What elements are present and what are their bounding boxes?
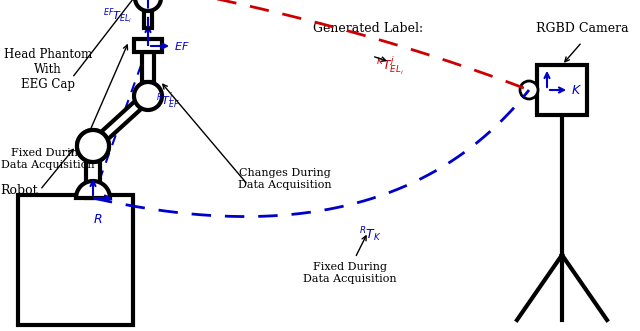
Text: $^{EF}T_{EL_i}$: $^{EF}T_{EL_i}$ [102,6,132,26]
Text: $^R T^j_{EF}$: $^R T^j_{EF}$ [156,91,180,112]
Text: Fixed During
Data Acquisition: Fixed During Data Acquisition [1,148,95,169]
Text: $R$: $R$ [93,213,103,226]
Text: $EF$: $EF$ [174,40,189,52]
Bar [86,148,100,198]
Text: Generated Label:: Generated Label: [313,22,423,35]
Circle shape [520,81,538,99]
Bar [144,10,152,28]
Text: Changes During
Data Acquisition: Changes During Data Acquisition [238,168,332,190]
Text: Head Phantom
With
EEG Cap: Head Phantom With EEG Cap [4,48,92,91]
Text: Robot: Robot [1,183,38,197]
Text: $K$: $K$ [571,83,582,97]
Circle shape [77,130,109,162]
Bar [134,39,162,52]
Text: RGBD Camera: RGBD Camera [536,22,628,35]
Circle shape [135,0,161,11]
Text: Fixed During
Data Acquisition: Fixed During Data Acquisition [303,262,397,284]
Text: $^R T_K$: $^R T_K$ [359,225,381,244]
Bar [18,195,133,325]
Text: $^K T^j_{EL_i}$: $^K T^j_{EL_i}$ [376,55,404,77]
Polygon shape [90,92,152,150]
Circle shape [134,82,162,110]
Circle shape [77,130,109,162]
Bar [142,52,154,82]
Wedge shape [76,181,110,198]
Bar [537,65,587,115]
